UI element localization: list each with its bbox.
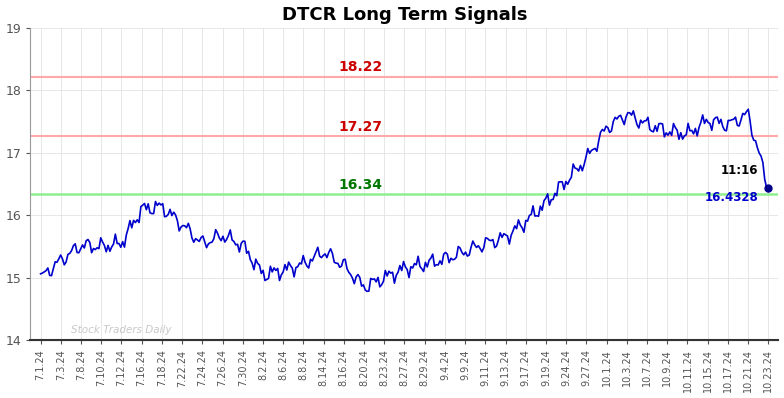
Text: 16.4328: 16.4328 bbox=[705, 191, 758, 205]
Text: 17.27: 17.27 bbox=[339, 119, 383, 133]
Text: 11:16: 11:16 bbox=[720, 164, 758, 177]
Text: 18.22: 18.22 bbox=[339, 60, 383, 74]
Text: 16.34: 16.34 bbox=[339, 178, 383, 192]
Title: DTCR Long Term Signals: DTCR Long Term Signals bbox=[281, 6, 527, 23]
Text: Stock Traders Daily: Stock Traders Daily bbox=[71, 325, 172, 335]
